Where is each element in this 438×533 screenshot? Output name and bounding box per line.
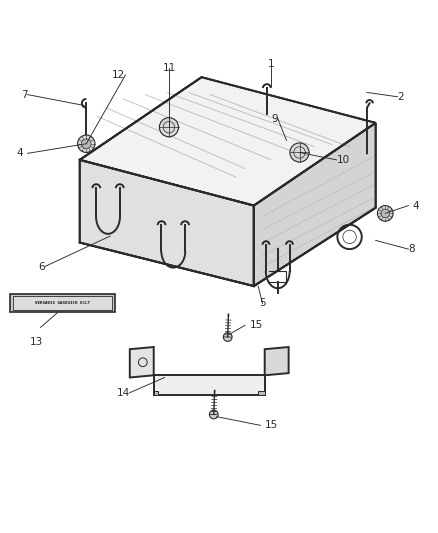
FancyBboxPatch shape (13, 296, 112, 310)
Polygon shape (258, 391, 265, 395)
Text: 7: 7 (21, 90, 28, 100)
Circle shape (81, 139, 91, 149)
Text: 13: 13 (30, 337, 43, 347)
Text: 14: 14 (117, 387, 130, 398)
Text: 4: 4 (413, 200, 419, 211)
Polygon shape (130, 347, 154, 377)
Polygon shape (154, 391, 158, 395)
Polygon shape (154, 375, 265, 395)
Text: 11: 11 (162, 63, 176, 74)
Circle shape (381, 209, 389, 217)
Text: 4: 4 (17, 148, 23, 158)
Text: 1: 1 (268, 59, 275, 69)
Text: 6: 6 (38, 262, 45, 271)
Text: 8: 8 (408, 244, 415, 254)
Circle shape (78, 135, 95, 152)
Text: 15: 15 (265, 421, 278, 430)
Circle shape (223, 333, 232, 341)
Polygon shape (80, 77, 376, 206)
Polygon shape (80, 160, 254, 286)
Polygon shape (265, 347, 289, 375)
Circle shape (378, 206, 393, 221)
FancyBboxPatch shape (10, 294, 115, 312)
Text: 9: 9 (271, 114, 278, 124)
Text: VERSABIS GASOUICH OCLT: VERSABIS GASOUICH OCLT (35, 301, 90, 305)
Text: 15: 15 (250, 320, 263, 330)
Circle shape (290, 143, 309, 162)
Polygon shape (254, 123, 376, 286)
Text: 12: 12 (112, 70, 125, 80)
Text: 10: 10 (336, 155, 350, 165)
Text: 2: 2 (397, 92, 404, 102)
Circle shape (209, 410, 218, 419)
Text: 5: 5 (259, 298, 266, 309)
Circle shape (159, 118, 179, 137)
